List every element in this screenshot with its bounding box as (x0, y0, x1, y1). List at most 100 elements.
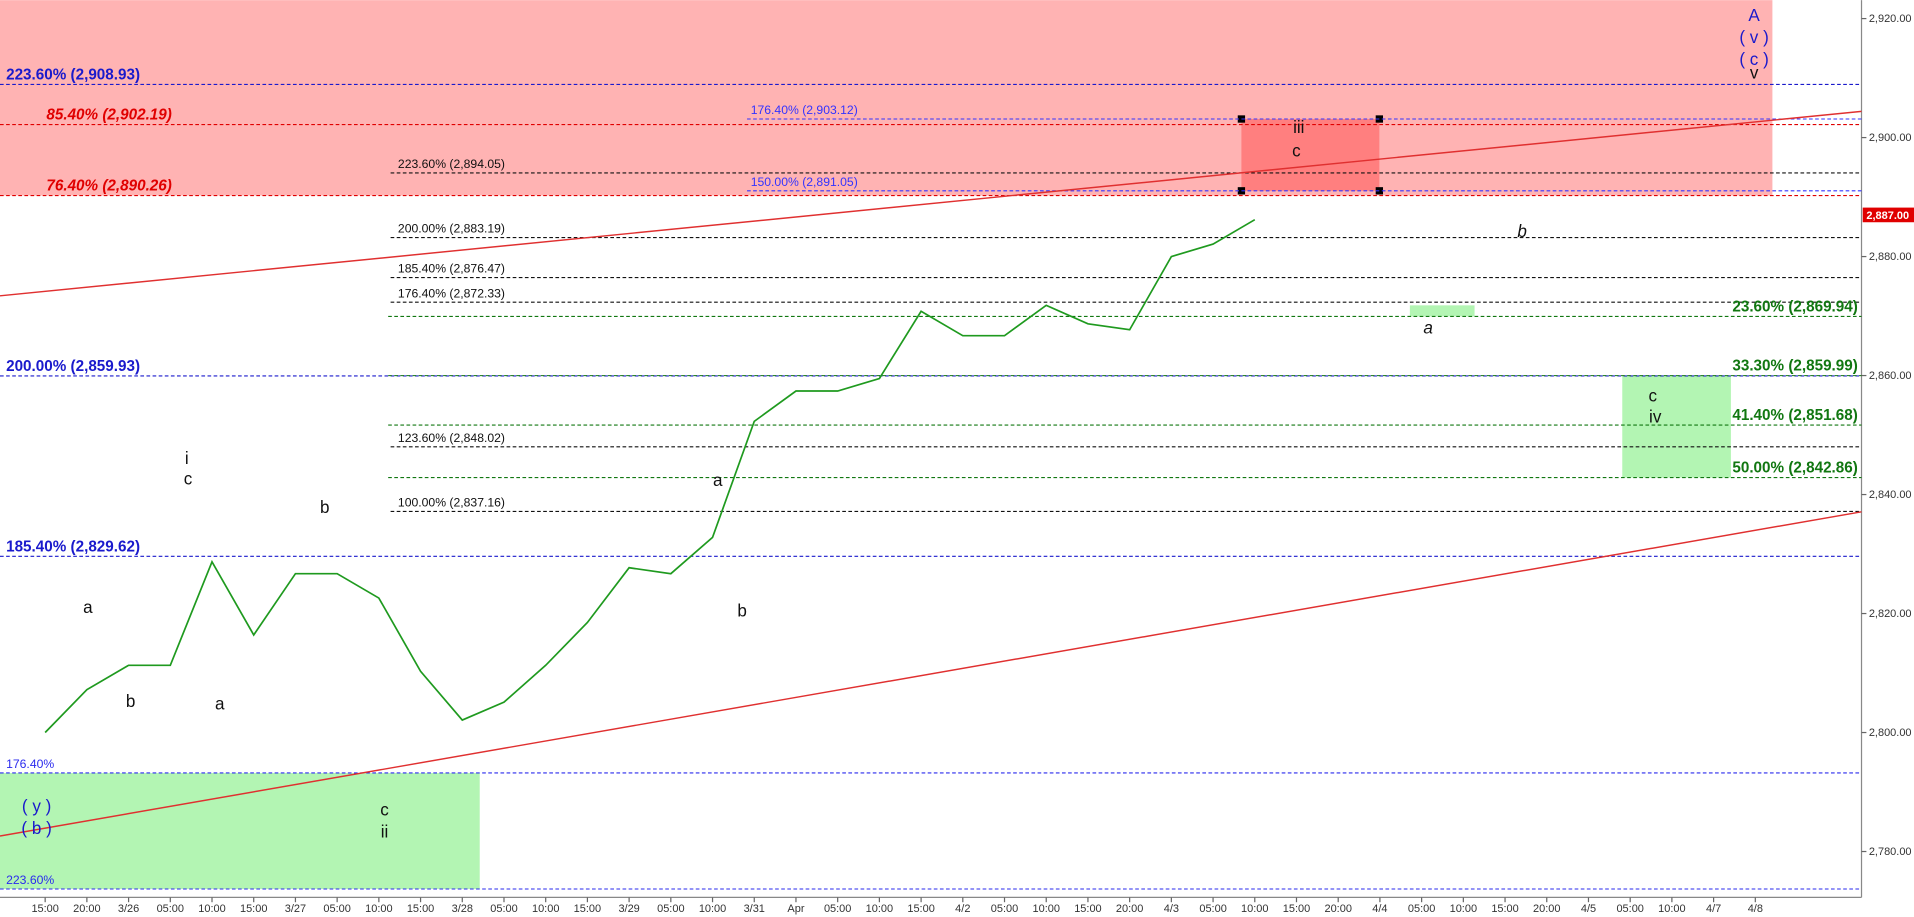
fib-level-label: 150.00% (2,891.05) (751, 175, 858, 189)
x-tick-label: 3/29 (618, 903, 639, 915)
wave-label: ( b ) (21, 819, 51, 838)
wave-label: b (126, 692, 136, 711)
wave-label: ( c ) (1739, 50, 1768, 69)
wave-label: c (380, 801, 389, 820)
last-price-box (1862, 207, 1914, 223)
x-tick-label: 15:00 (1283, 903, 1310, 915)
y-tick-label: 2,800.00 (1869, 727, 1912, 739)
x-tick-label: 10:00 (1658, 903, 1685, 915)
wave-label: a (83, 598, 93, 617)
price-line (44, 218, 1256, 734)
x-tick-label: 15:00 (240, 903, 267, 915)
fib-level-label: 223.60% (2,894.05) (398, 157, 505, 171)
fib-level-label: 85.40% (2,902.19) (46, 107, 171, 124)
wave-label: v (1750, 63, 1759, 82)
trendline (0, 511, 1862, 837)
wave-label: b (320, 498, 330, 517)
x-tick-label: 3/28 (452, 903, 473, 915)
x-tick-label: 15:00 (574, 903, 601, 915)
trendline (0, 110, 1862, 297)
fib-level-label: 200.00% (2,859.93) (6, 358, 140, 375)
fib-level-label: 185.40% (2,876.47) (398, 262, 505, 276)
x-tick-label: 05:00 (657, 903, 684, 915)
fib-level-label: 123.60% (2,848.02) (398, 431, 505, 445)
last-price-label: 2,887.00 (1866, 210, 1909, 222)
wave-label: c (1292, 141, 1301, 160)
wave-label: c (1649, 387, 1658, 406)
wave-label: a (713, 471, 723, 490)
x-tick-label: 05:00 (1616, 903, 1643, 915)
fib-level-label: 33.30% (2,859.99) (1732, 358, 1857, 375)
fib-level-label: 176.40% (2,872.33) (398, 286, 505, 300)
fib-level-label: 223.60% (2,908.93) (6, 67, 140, 84)
wave-label: ( v ) (1739, 28, 1768, 47)
x-tick-label: 10:00 (699, 903, 726, 915)
x-tick-label: 15:00 (1491, 903, 1518, 915)
y-tick-label: 2,820.00 (1869, 608, 1912, 620)
x-tick-label: 20:00 (1533, 903, 1560, 915)
fib-level-label: 223.60% (6, 873, 54, 887)
x-tick-label: 20:00 (1116, 903, 1143, 915)
fib-level-label: 200.00% (2,883.19) (398, 222, 505, 236)
x-tick-label: 05:00 (490, 903, 517, 915)
fib-level-label: 176.40% (6, 757, 54, 771)
x-tick-label: 4/5 (1581, 903, 1596, 915)
x-tick-label: 15:00 (407, 903, 434, 915)
y-tick-label: 2,860.00 (1869, 370, 1912, 382)
zone (1241, 119, 1380, 191)
x-tick-label: 4/7 (1706, 903, 1721, 915)
wave-label: iv (1649, 407, 1662, 426)
zone (1622, 375, 1731, 478)
fib-level-label: 185.40% (2,829.62) (6, 538, 140, 555)
x-tick-label: 10:00 (532, 903, 559, 915)
x-tick-label: 05:00 (1408, 903, 1435, 915)
wave-label: b (1517, 222, 1527, 241)
x-tick-label: 05:00 (157, 903, 184, 915)
fib-level-label: 176.40% (2,903.12) (751, 103, 858, 117)
fib-level-label: 100.00% (2,837.16) (398, 496, 505, 510)
fib-level-label: 41.40% (2,851.68) (1732, 407, 1857, 424)
x-tick-label: 05:00 (991, 903, 1018, 915)
y-tick-label: 2,780.00 (1869, 846, 1912, 858)
x-tick-label: 10:00 (1241, 903, 1268, 915)
y-tick-label: 2,920.00 (1869, 13, 1912, 25)
x-tick-label: Apr (787, 903, 804, 915)
x-tick-label: 10:00 (365, 903, 392, 915)
fib-level-label: 76.40% (2,890.26) (46, 178, 171, 195)
x-tick-label: 3/26 (118, 903, 139, 915)
zone (1409, 305, 1475, 317)
wave-label: ( y ) (22, 797, 51, 816)
zone (0, 772, 480, 889)
wave-label: ii (381, 823, 389, 842)
x-tick-label: 4/2 (955, 903, 970, 915)
fib-level-label: 50.00% (2,842.86) (1732, 460, 1857, 477)
wave-label: a (215, 694, 225, 713)
x-tick-label: 05:00 (1199, 903, 1226, 915)
x-tick-label: 4/4 (1372, 903, 1387, 915)
x-tick-label: 05:00 (323, 903, 350, 915)
wave-label: iii (1293, 118, 1304, 137)
x-tick-label: 15:00 (1074, 903, 1101, 915)
x-tick-label: 3/27 (285, 903, 306, 915)
x-tick-label: 10:00 (198, 903, 225, 915)
y-tick-label: 2,900.00 (1869, 132, 1912, 144)
x-tick-label: 20:00 (73, 903, 100, 915)
x-tick-label: 20:00 (1324, 903, 1351, 915)
wave-label: a (1423, 318, 1433, 337)
fib-level-label: 23.60% (2,869.94) (1732, 299, 1857, 316)
y-tick-label: 2,840.00 (1869, 489, 1912, 501)
x-tick-label: 15:00 (31, 903, 58, 915)
x-tick-label: 10:00 (1033, 903, 1060, 915)
wave-label: A (1748, 6, 1760, 25)
wave-label: b (737, 602, 747, 621)
x-tick-label: 05:00 (824, 903, 851, 915)
y-tick-label: 2,880.00 (1869, 251, 1912, 263)
wave-label: c (184, 470, 193, 489)
x-tick-label: 4/3 (1164, 903, 1179, 915)
x-tick-label: 15:00 (907, 903, 934, 915)
x-tick-label: 4/8 (1748, 903, 1763, 915)
zone (0, 0, 1773, 196)
x-tick-label: 10:00 (1450, 903, 1477, 915)
wave-label: i (185, 449, 189, 468)
